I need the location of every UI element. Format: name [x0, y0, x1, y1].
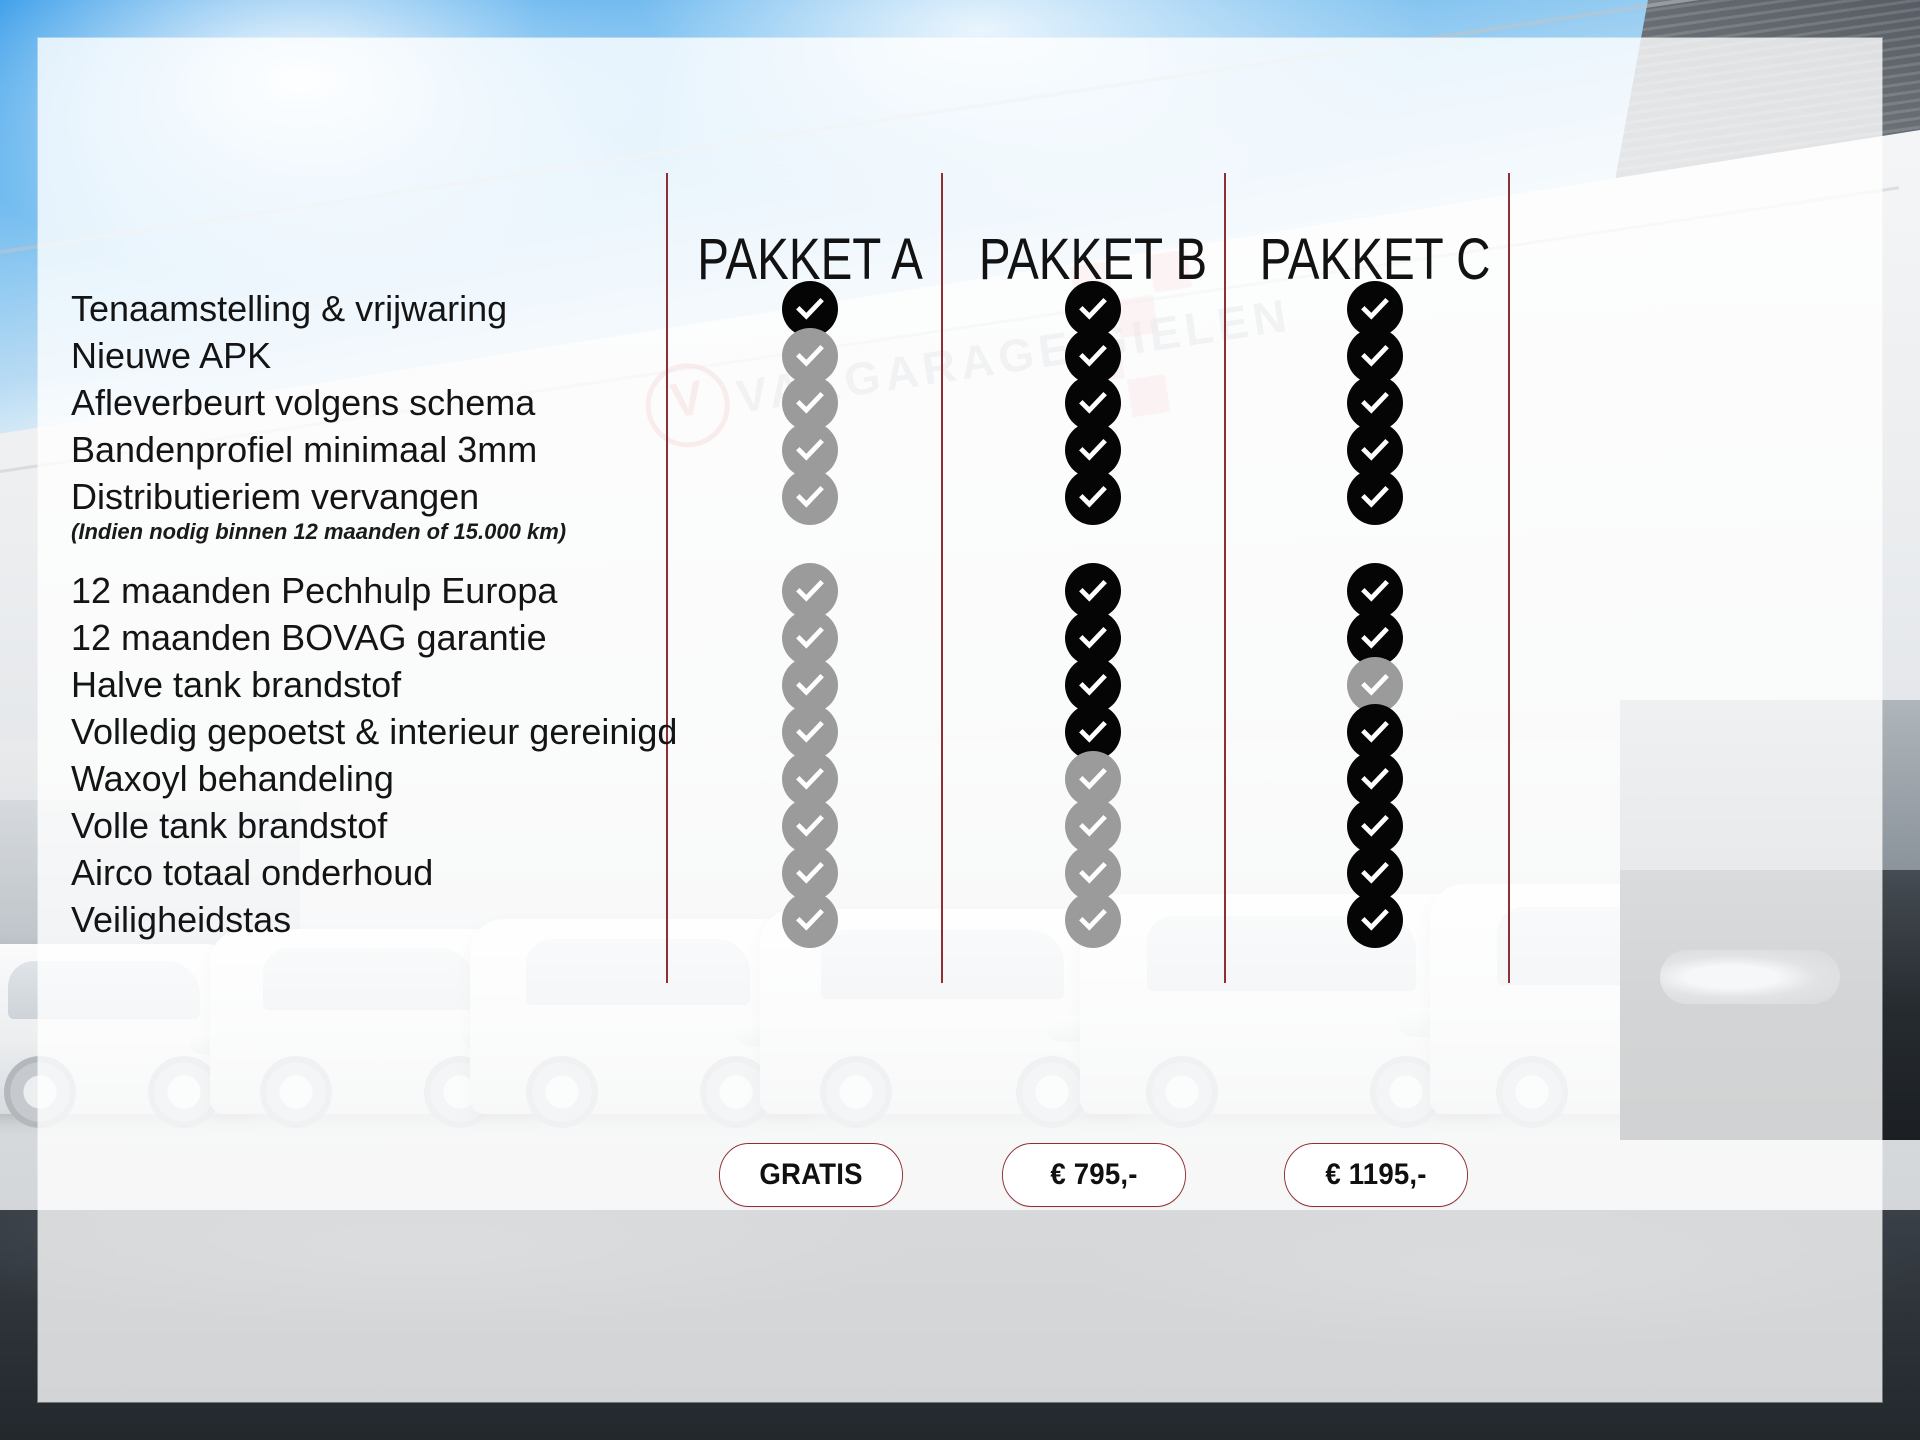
feature-label: 12 maanden Pechhulp Europa [71, 570, 558, 611]
check-circle-icon [782, 798, 838, 854]
check-circle-icon [782, 845, 838, 901]
column-divider-4 [1508, 173, 1510, 983]
check-circle-icon [1065, 375, 1121, 431]
feature-label: Bandenprofiel minimaal 3mm [71, 429, 538, 470]
comparison-card: PAKKET A PAKKET B PAKKET C Tenaamstelling &… [38, 38, 1882, 1402]
check-circle-icon [1065, 704, 1121, 760]
check-circle-icon [1347, 657, 1403, 713]
check-circle-icon [782, 563, 838, 619]
feature-label: Afleverbeurt volgens schema [71, 382, 536, 423]
check-circle-icon [782, 281, 838, 337]
check-circle-icon [1065, 798, 1121, 854]
check-circle-icon [1347, 328, 1403, 384]
check-circle-icon [782, 610, 838, 666]
check-circle-icon [1347, 798, 1403, 854]
check-circle-icon [1347, 610, 1403, 666]
check-circle-icon [1347, 422, 1403, 478]
feature-label: Tenaamstelling & vrijwaring [71, 288, 508, 329]
package-header-c: PAKKET C [1259, 226, 1491, 292]
feature-label: Volledig gepoetst & interieur gereinigd [71, 711, 678, 752]
check-circle-icon [1347, 892, 1403, 948]
package-comparison-table: PAKKET A PAKKET B PAKKET C Tenaamstelling &… [38, 38, 1882, 1402]
check-circle-icon [1065, 469, 1121, 525]
check-circle-icon [1065, 751, 1121, 807]
feature-note: (Indien nodig binnen 12 maanden of 15.00… [71, 519, 567, 544]
check-circle-icon [782, 751, 838, 807]
feature-label: Volle tank brandstof [71, 805, 388, 846]
check-circle-icon [1065, 563, 1121, 619]
check-circle-icon [1347, 469, 1403, 525]
package-header-b: PAKKET B [978, 226, 1208, 292]
check-circle-icon [782, 422, 838, 478]
column-divider-2 [941, 173, 943, 983]
price-button-c[interactable]: € 1195,- [1284, 1143, 1468, 1207]
feature-label: Airco totaal onderhoud [71, 852, 434, 893]
check-circle-icon [1347, 845, 1403, 901]
price-button-a[interactable]: GRATIS [719, 1143, 903, 1207]
check-circle-icon [1065, 845, 1121, 901]
check-circle-icon [1065, 422, 1121, 478]
feature-label: Veiligheidstas [71, 899, 292, 940]
feature-label: Waxoyl behandeling [71, 758, 394, 799]
feature-label: Nieuwe APK [71, 335, 272, 376]
check-circle-icon [1347, 563, 1403, 619]
check-circle-icon [782, 375, 838, 431]
check-circle-icon [782, 892, 838, 948]
check-circle-icon [1065, 657, 1121, 713]
check-circle-icon [1065, 281, 1121, 337]
feature-label: Distributieriem vervangen [71, 476, 480, 517]
feature-label: 12 maanden BOVAG garantie [71, 617, 547, 658]
check-circle-icon [1347, 751, 1403, 807]
check-circle-icon [782, 657, 838, 713]
check-circle-icon [782, 704, 838, 760]
check-circle-icon [782, 469, 838, 525]
check-circle-icon [1065, 328, 1121, 384]
check-circle-icon [1065, 892, 1121, 948]
check-circle-icon [1347, 375, 1403, 431]
check-circle-icon [1347, 704, 1403, 760]
column-divider-3 [1224, 173, 1226, 983]
check-circle-icon [782, 328, 838, 384]
check-circle-icon [1065, 610, 1121, 666]
price-button-b[interactable]: € 795,- [1002, 1143, 1186, 1207]
check-circle-icon [1347, 281, 1403, 337]
package-header-a: PAKKET A [697, 226, 923, 292]
feature-label: Halve tank brandstof [71, 664, 402, 705]
column-divider-1 [666, 173, 668, 983]
